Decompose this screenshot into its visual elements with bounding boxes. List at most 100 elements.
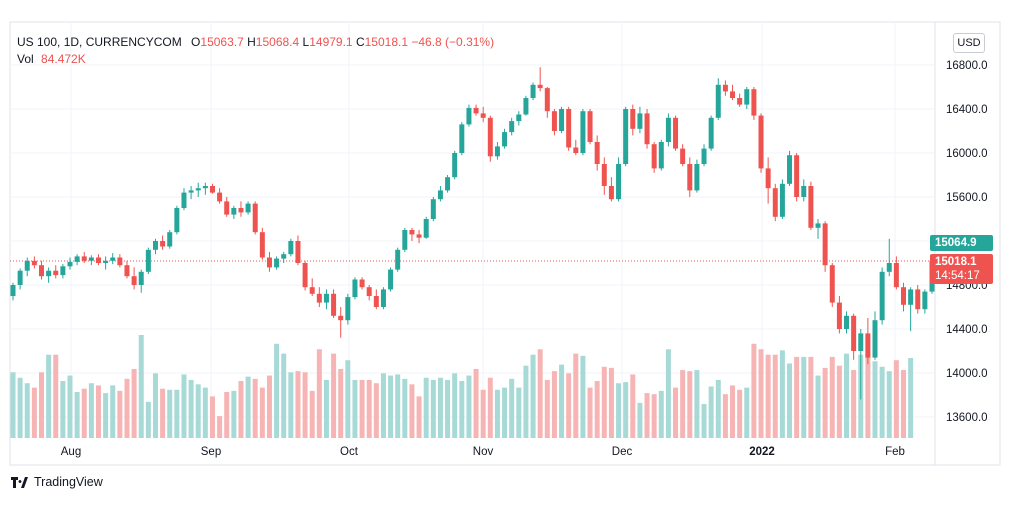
candle <box>174 205 180 235</box>
candle <box>409 227 415 241</box>
candle-body <box>551 111 557 131</box>
candle <box>373 289 379 310</box>
candle-body <box>594 142 600 164</box>
candle-body <box>580 111 586 153</box>
candle-body <box>459 124 465 153</box>
candle-body <box>167 232 173 247</box>
volume-bar <box>473 368 479 438</box>
volume-bar <box>601 366 607 438</box>
symbol-label: US 100, 1D, CURRENCYCOM <box>17 35 182 49</box>
candle-body <box>60 266 66 276</box>
brand-name: TradingView <box>34 475 103 489</box>
candle <box>217 188 223 204</box>
volume-bar <box>252 378 258 438</box>
candle <box>502 128 508 149</box>
candle <box>779 179 785 219</box>
candle-body <box>765 168 771 189</box>
candle <box>274 256 280 270</box>
high-label: H <box>247 35 256 49</box>
tradingview-brand[interactable]: TradingView <box>11 475 103 489</box>
candle-body <box>744 89 750 105</box>
last-price-value: 15018.1 <box>935 256 977 268</box>
candle <box>437 186 443 202</box>
candle <box>388 267 394 292</box>
volume-bar <box>879 366 885 438</box>
volume-bar <box>60 381 66 438</box>
candle <box>259 227 265 260</box>
candle <box>167 230 173 249</box>
volume-legend: Vol 84.472K <box>17 52 86 66</box>
candle <box>772 183 778 222</box>
candle-body <box>922 291 928 310</box>
candle <box>480 106 486 123</box>
candle-body <box>801 186 807 197</box>
x-tick-label: Sep <box>201 446 221 458</box>
candle <box>801 179 807 202</box>
candle-body <box>808 186 814 228</box>
volume-bar <box>559 364 565 438</box>
candle <box>402 227 408 252</box>
volume-bar <box>145 401 151 438</box>
candle-body <box>452 153 458 178</box>
candle <box>651 142 657 173</box>
candle-body <box>708 117 714 149</box>
volume-bar <box>794 356 800 438</box>
volume-bar <box>138 335 144 438</box>
candle <box>459 122 465 156</box>
volume-bar <box>680 370 686 438</box>
candle-body <box>352 279 358 298</box>
volume-bar <box>737 389 743 438</box>
candle-body <box>858 333 864 351</box>
candle-body <box>373 296 379 307</box>
candle <box>302 260 308 291</box>
volume-bar <box>46 354 52 438</box>
candle <box>630 104 636 136</box>
candle <box>10 282 16 301</box>
volume-bar <box>822 367 828 438</box>
candle <box>466 104 472 127</box>
volume-bar <box>445 379 451 438</box>
candle <box>665 113 671 147</box>
candle-body <box>17 270 23 285</box>
candle <box>338 307 344 338</box>
volume-bar <box>566 373 572 438</box>
candle <box>616 157 622 202</box>
candle <box>551 109 557 136</box>
candle <box>131 267 137 290</box>
candle-body <box>694 164 700 191</box>
candle-body <box>872 320 878 358</box>
candle <box>423 216 429 239</box>
volume-bar <box>345 360 351 438</box>
volume-bar <box>117 390 123 438</box>
candle <box>494 142 500 160</box>
candle <box>915 285 921 314</box>
candle <box>708 115 714 151</box>
candle-body <box>309 287 315 294</box>
volume-bar <box>829 356 835 438</box>
candle <box>744 87 750 109</box>
candle-body <box>787 155 793 184</box>
currency-button[interactable]: USD <box>953 33 985 53</box>
volume-bar <box>81 388 87 438</box>
candle-body <box>751 89 757 116</box>
volume-bar <box>202 387 208 438</box>
candle-body <box>245 203 251 213</box>
candle-body <box>844 315 850 329</box>
candle-body <box>509 121 515 133</box>
candle-body <box>608 186 614 200</box>
candle <box>359 277 365 290</box>
candle-body <box>715 84 721 118</box>
volume-bar <box>808 356 814 438</box>
candle-body <box>637 113 643 129</box>
candle-body <box>295 241 301 263</box>
volume-bar <box>95 385 101 438</box>
candle-body <box>644 113 650 145</box>
change-value: −46.8 (−0.31%) <box>411 35 495 49</box>
candle-body <box>516 114 522 122</box>
candle <box>110 253 116 265</box>
candle <box>430 197 436 222</box>
candle-body <box>409 230 415 235</box>
low-label: L <box>302 35 310 49</box>
